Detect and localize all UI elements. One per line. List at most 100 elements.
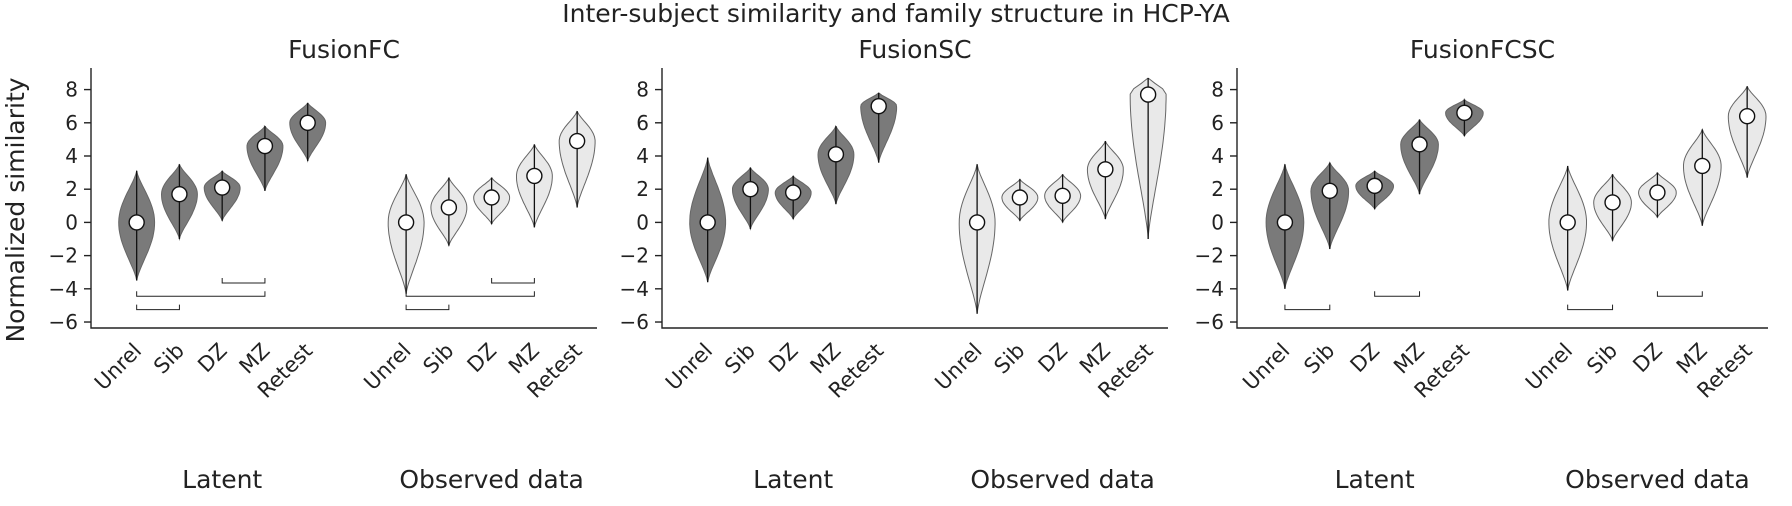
category-label: DZ	[764, 339, 803, 378]
category-label: Unrel	[661, 339, 717, 395]
category-label: DZ	[193, 339, 232, 378]
significance-bracket	[136, 291, 266, 297]
y-tick-label: 0	[65, 210, 78, 234]
group-label: Latent	[182, 465, 262, 494]
median-marker	[1604, 194, 1621, 211]
significance-bracket	[405, 304, 450, 311]
group-label: Latent	[1335, 465, 1415, 494]
median-marker	[256, 137, 274, 155]
group-label: Observed data	[970, 465, 1155, 494]
y-tick-label: −4	[49, 277, 78, 301]
axes	[661, 68, 1168, 329]
group-label: Observed data	[399, 465, 584, 494]
panels: FusionFC −6 −4 −2 0 2 4 6 8 Normalized similarity…	[1, 35, 1768, 494]
y-tick-label: 8	[1211, 78, 1224, 102]
category-label: Unrel	[90, 339, 146, 395]
y-tick-label: −4	[620, 277, 649, 301]
y-tick-label: −6	[620, 310, 649, 334]
significance-bracket	[136, 304, 180, 311]
y-tick-label: −2	[49, 244, 78, 268]
median-marker	[526, 167, 543, 185]
median-marker	[1559, 214, 1576, 231]
median-marker	[699, 214, 716, 231]
y-tick-label: 0	[1211, 210, 1224, 234]
y-tick-label: −6	[49, 310, 78, 334]
median-marker	[440, 199, 458, 216]
figure-title: Inter-subject similarity and family stru…	[562, 0, 1229, 28]
median-marker	[213, 179, 231, 196]
median-marker	[1139, 86, 1157, 103]
category-label: Sib	[1299, 339, 1339, 379]
median-marker	[1738, 107, 1756, 125]
significance-bracket	[405, 291, 535, 297]
y-tick-label: 4	[636, 144, 649, 168]
y-tick-label: 2	[1211, 177, 1224, 201]
significance-bracket	[491, 278, 535, 284]
y-tick-label: 2	[65, 177, 78, 201]
median-marker	[1054, 187, 1071, 205]
group-label: Latent	[753, 465, 833, 494]
y-tick-label: 4	[65, 144, 78, 168]
median-marker	[128, 214, 145, 231]
panel-fusionfc: FusionFC −6 −4 −2 0 2 4 6 8 Normalized similarity…	[1, 35, 597, 494]
median-marker	[1694, 157, 1711, 175]
group-label: Observed data	[1565, 465, 1750, 494]
category-label: Unrel	[359, 339, 415, 395]
median-marker	[1456, 104, 1473, 122]
y-tick-label: 6	[65, 111, 78, 135]
y-axis-label: Normalized similarity	[1, 77, 30, 342]
y-tick-label: −2	[620, 244, 649, 268]
category-label: DZ	[1628, 339, 1667, 378]
category-label: Unrel	[1521, 339, 1577, 395]
median-marker	[299, 114, 316, 131]
median-marker	[483, 189, 500, 206]
median-marker	[827, 146, 845, 163]
axes	[1236, 68, 1768, 329]
significance-bracket	[1567, 304, 1614, 311]
significance-bracket	[1374, 291, 1421, 297]
median-marker	[1321, 182, 1338, 200]
panel-title: FusionFCSC	[1410, 35, 1555, 64]
median-marker	[1276, 214, 1294, 231]
y-tick-label: 6	[1211, 111, 1224, 135]
panel-title: FusionSC	[858, 35, 971, 64]
y-tick-label: 2	[636, 177, 649, 201]
category-label: DZ	[1034, 339, 1073, 378]
y-tick-label: −2	[1195, 244, 1224, 268]
significance-bracket	[1284, 304, 1331, 311]
y-tick-label: −6	[1195, 310, 1224, 334]
category-label: Unrel	[930, 339, 986, 395]
median-marker	[968, 214, 986, 231]
category-label: Unrel	[1238, 339, 1294, 395]
median-marker	[742, 180, 759, 198]
median-marker	[870, 97, 887, 115]
median-marker	[784, 184, 802, 201]
median-marker	[1366, 177, 1383, 195]
y-tick-label: 8	[636, 78, 649, 102]
median-marker	[1097, 161, 1114, 178]
median-marker	[1411, 136, 1428, 153]
median-marker	[1649, 184, 1666, 201]
y-tick-label: 8	[65, 78, 78, 102]
median-marker	[1011, 189, 1029, 206]
y-tick-label: 4	[1211, 144, 1224, 168]
panel-title: FusionFC	[288, 35, 400, 64]
y-tick-label: 6	[636, 111, 649, 135]
median-marker	[397, 214, 415, 231]
category-label: DZ	[463, 339, 502, 378]
y-tick-label: −4	[1195, 277, 1224, 301]
category-label: Sib	[989, 339, 1029, 379]
category-label: Sib	[720, 339, 760, 379]
median-marker	[171, 185, 188, 203]
significance-bracket	[221, 278, 266, 284]
axes	[90, 68, 597, 329]
category-label: DZ	[1346, 339, 1385, 378]
category-label: Sib	[149, 339, 189, 379]
y-tick-label: 0	[636, 210, 649, 234]
median-marker	[568, 132, 586, 150]
significance-bracket	[1656, 291, 1703, 297]
category-label: Sib	[418, 339, 458, 379]
